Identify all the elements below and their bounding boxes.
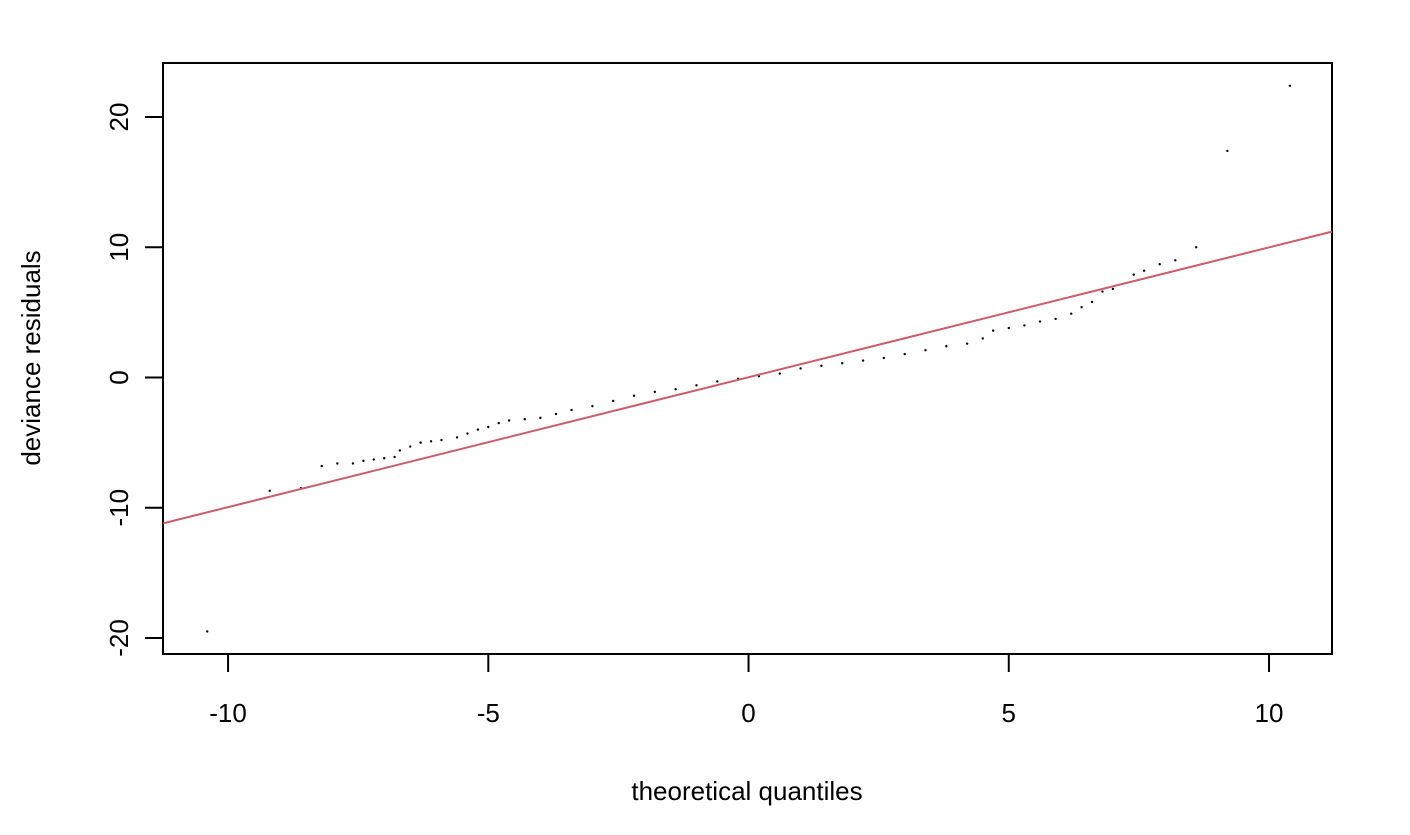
point — [1007, 326, 1010, 330]
point — [539, 416, 542, 420]
point — [632, 394, 636, 397]
point — [1038, 320, 1042, 323]
point — [1111, 287, 1115, 291]
point — [570, 408, 573, 412]
y-tick-label: 0 — [104, 370, 134, 384]
point — [695, 384, 698, 387]
point — [409, 445, 412, 448]
point — [1054, 317, 1057, 321]
point — [841, 361, 844, 365]
point — [320, 464, 323, 468]
point — [799, 367, 802, 370]
point — [1194, 246, 1198, 249]
point — [1023, 324, 1026, 327]
point — [336, 462, 339, 465]
point — [1142, 269, 1146, 272]
point — [393, 455, 396, 459]
point — [497, 421, 500, 425]
point — [1080, 305, 1083, 309]
point — [945, 345, 948, 348]
point — [965, 342, 969, 345]
point — [674, 388, 677, 391]
point — [924, 348, 927, 352]
point — [778, 372, 781, 375]
point — [362, 459, 365, 463]
point — [398, 449, 402, 452]
point — [507, 419, 511, 422]
point — [1158, 263, 1161, 266]
x-tick-label: 10 — [1255, 698, 1284, 728]
plot-frame — [162, 62, 1333, 655]
x-axis-label: theoretical quantiles — [631, 776, 862, 806]
point — [351, 462, 355, 465]
point — [466, 432, 469, 435]
y-tick-label: 10 — [104, 233, 134, 262]
point — [1101, 290, 1104, 293]
point — [268, 489, 271, 493]
point — [716, 380, 719, 383]
point — [653, 390, 657, 394]
point — [1070, 312, 1073, 315]
point — [861, 359, 865, 362]
point — [1090, 300, 1094, 304]
point — [476, 428, 480, 431]
point — [1174, 259, 1177, 262]
point — [440, 438, 443, 442]
point — [554, 412, 558, 416]
point — [455, 436, 459, 439]
point — [903, 352, 906, 356]
point — [820, 364, 823, 367]
point — [419, 441, 422, 444]
point — [1132, 273, 1135, 276]
point — [991, 329, 995, 332]
point — [383, 457, 386, 460]
point — [981, 337, 984, 340]
point — [1226, 149, 1229, 153]
point — [612, 399, 615, 403]
point — [372, 458, 375, 461]
y-axis-label: deviance residuals — [16, 250, 46, 465]
x-tick-label: 5 — [1002, 698, 1016, 728]
point — [429, 440, 433, 443]
y-tick-label: 20 — [104, 103, 134, 132]
point — [487, 425, 490, 429]
point — [523, 417, 526, 421]
point — [206, 630, 209, 633]
y-tick-label: -20 — [104, 619, 134, 657]
y-tick-label: -10 — [104, 489, 134, 527]
x-tick-label: -5 — [477, 698, 500, 728]
x-tick-label: -10 — [209, 698, 247, 728]
point — [882, 356, 886, 360]
reference-line — [162, 230, 1333, 525]
point — [1288, 84, 1292, 87]
point — [591, 404, 594, 408]
x-tick-label: 0 — [741, 698, 755, 728]
